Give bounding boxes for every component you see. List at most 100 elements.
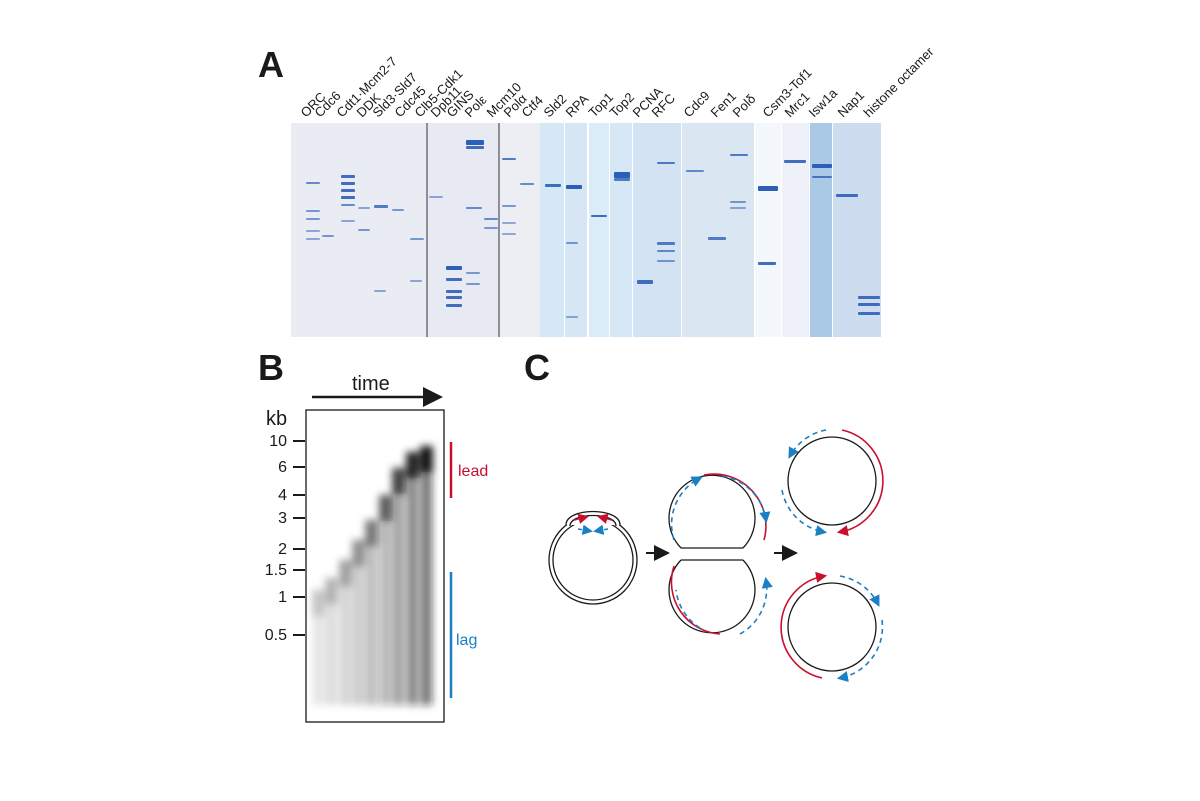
panel-c bbox=[548, 429, 884, 683]
lane-label: RPA bbox=[563, 91, 592, 120]
gel-band bbox=[708, 237, 726, 240]
smear-lane bbox=[380, 495, 391, 705]
bubble-lag-left bbox=[577, 524, 593, 535]
gel-band bbox=[446, 266, 462, 270]
gel-block-2 bbox=[427, 123, 499, 337]
gel-band bbox=[374, 205, 388, 208]
gel-band bbox=[410, 238, 424, 240]
lane-label: Top2 bbox=[607, 90, 638, 121]
gel-band bbox=[566, 242, 578, 244]
gel-block-pcna-rfc bbox=[633, 123, 681, 337]
bubble-lag-right bbox=[593, 524, 609, 535]
smear-lane bbox=[340, 560, 351, 705]
kb-tick-label: 4 bbox=[278, 487, 287, 504]
gel-band bbox=[566, 185, 582, 189]
gel-band bbox=[341, 196, 355, 199]
smear-lead-band bbox=[365, 520, 378, 546]
bubble-lead-right bbox=[597, 513, 613, 524]
gel-band bbox=[322, 235, 334, 237]
plasmid-outer bbox=[548, 515, 638, 605]
kb-tick-label: 1.5 bbox=[265, 562, 287, 579]
gel-band bbox=[466, 207, 482, 209]
gel-band bbox=[358, 229, 370, 231]
lane-label: Nap1 bbox=[835, 88, 868, 121]
gel-band bbox=[686, 170, 704, 172]
kb-tick-label: 10 bbox=[269, 433, 287, 450]
gel-band bbox=[730, 201, 746, 203]
panel-label-b: B bbox=[258, 347, 284, 388]
kb-tick-label: 0.5 bbox=[265, 627, 287, 644]
gel-band bbox=[858, 296, 880, 299]
gel-band bbox=[446, 304, 462, 307]
lag-label: lag bbox=[456, 632, 477, 649]
gel-block-top2 bbox=[610, 123, 632, 337]
gel-band bbox=[306, 182, 320, 184]
gel-band bbox=[341, 189, 355, 192]
gel-band bbox=[306, 230, 320, 232]
gel-block-nap1-histone bbox=[833, 123, 881, 337]
kb-tick-label: 3 bbox=[278, 510, 287, 527]
daughter-top bbox=[781, 429, 884, 537]
gel-band bbox=[520, 183, 534, 185]
gel-block-csm3 bbox=[755, 123, 781, 337]
gel-band bbox=[466, 272, 480, 274]
gel-band bbox=[758, 186, 778, 191]
gel-band bbox=[545, 184, 561, 187]
lane-label: Isw1a bbox=[806, 85, 841, 120]
gel-block-sld2 bbox=[540, 123, 564, 337]
gel-band bbox=[657, 260, 675, 262]
gel-band bbox=[341, 204, 355, 206]
smear-lead-band bbox=[339, 560, 352, 586]
lane-label: histone octamer bbox=[861, 44, 937, 120]
gel-band bbox=[410, 280, 422, 282]
gel-block-rpa bbox=[565, 123, 587, 337]
gel-band bbox=[784, 160, 806, 163]
gel-band bbox=[502, 222, 516, 224]
gel-band bbox=[306, 238, 320, 240]
smear-lead-band bbox=[352, 540, 365, 566]
gel-band bbox=[484, 218, 498, 220]
daughter-bottom bbox=[780, 571, 884, 683]
gel-band bbox=[466, 283, 480, 285]
gel-band bbox=[306, 218, 320, 220]
gel-band bbox=[657, 162, 675, 164]
gel-block-mrc1 bbox=[782, 123, 809, 337]
kb-label: kb bbox=[266, 408, 287, 430]
smear-lane bbox=[393, 468, 404, 705]
gel-band bbox=[614, 172, 630, 178]
gel-band bbox=[657, 242, 675, 245]
gel-band bbox=[341, 220, 355, 222]
gel-band bbox=[858, 303, 880, 306]
theta-structure bbox=[668, 473, 773, 635]
kb-tick-label: 1 bbox=[278, 589, 287, 606]
kb-ticks: 10 6 4 3 2 1.5 1 0.5 bbox=[265, 433, 305, 644]
gel-band bbox=[730, 154, 748, 156]
gel-band bbox=[812, 176, 832, 178]
gel-band bbox=[358, 207, 370, 209]
plasmid-inner bbox=[552, 519, 634, 601]
gel-band bbox=[502, 158, 516, 160]
smear-lead-band bbox=[420, 446, 433, 472]
panel-label-c: C bbox=[524, 347, 550, 388]
gel-block-cdc9-fen1-pold bbox=[682, 123, 754, 337]
smear-lead-band bbox=[392, 468, 405, 494]
smear-lane bbox=[353, 540, 364, 705]
gel-block-3 bbox=[499, 123, 540, 337]
panel-a-gels bbox=[291, 123, 881, 337]
gel-block-top1 bbox=[589, 123, 609, 337]
gel-band bbox=[858, 312, 880, 315]
gel-band bbox=[657, 250, 675, 252]
smear-lead-band bbox=[406, 452, 419, 478]
smear-lane bbox=[313, 590, 324, 705]
smear-lane bbox=[421, 446, 432, 705]
kb-tick-label: 6 bbox=[278, 459, 287, 476]
panel-b: time kb 10 6 4 3 2 1.5 1 0.5 lead lag bbox=[265, 373, 488, 723]
gel-bands bbox=[306, 140, 880, 318]
gel-band bbox=[446, 290, 462, 293]
gel-band bbox=[836, 194, 858, 197]
panel-label-a: A bbox=[258, 44, 284, 85]
gel-band bbox=[484, 227, 498, 229]
gel-band bbox=[341, 175, 355, 178]
gel-band bbox=[446, 296, 462, 299]
